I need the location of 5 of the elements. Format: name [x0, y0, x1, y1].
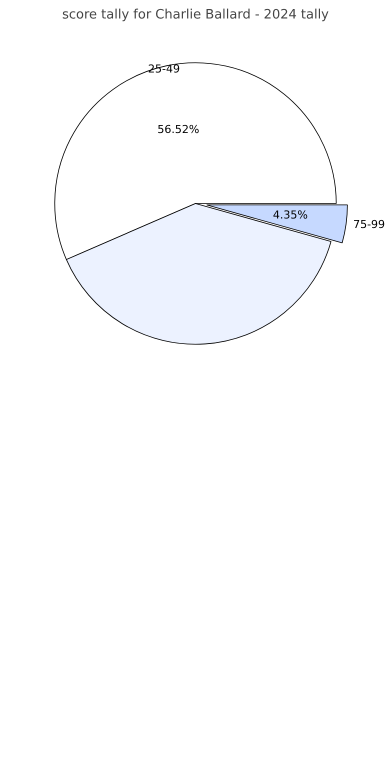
- data-label: 56.52%: [157, 123, 200, 136]
- data-label: 4.35%: [272, 208, 308, 222]
- chart-title: score tally for Charlie Ballard - 2024 tally: [62, 8, 330, 22]
- slice-label: 25-49: [148, 62, 180, 76]
- slice-label: 75-99: [353, 218, 386, 232]
